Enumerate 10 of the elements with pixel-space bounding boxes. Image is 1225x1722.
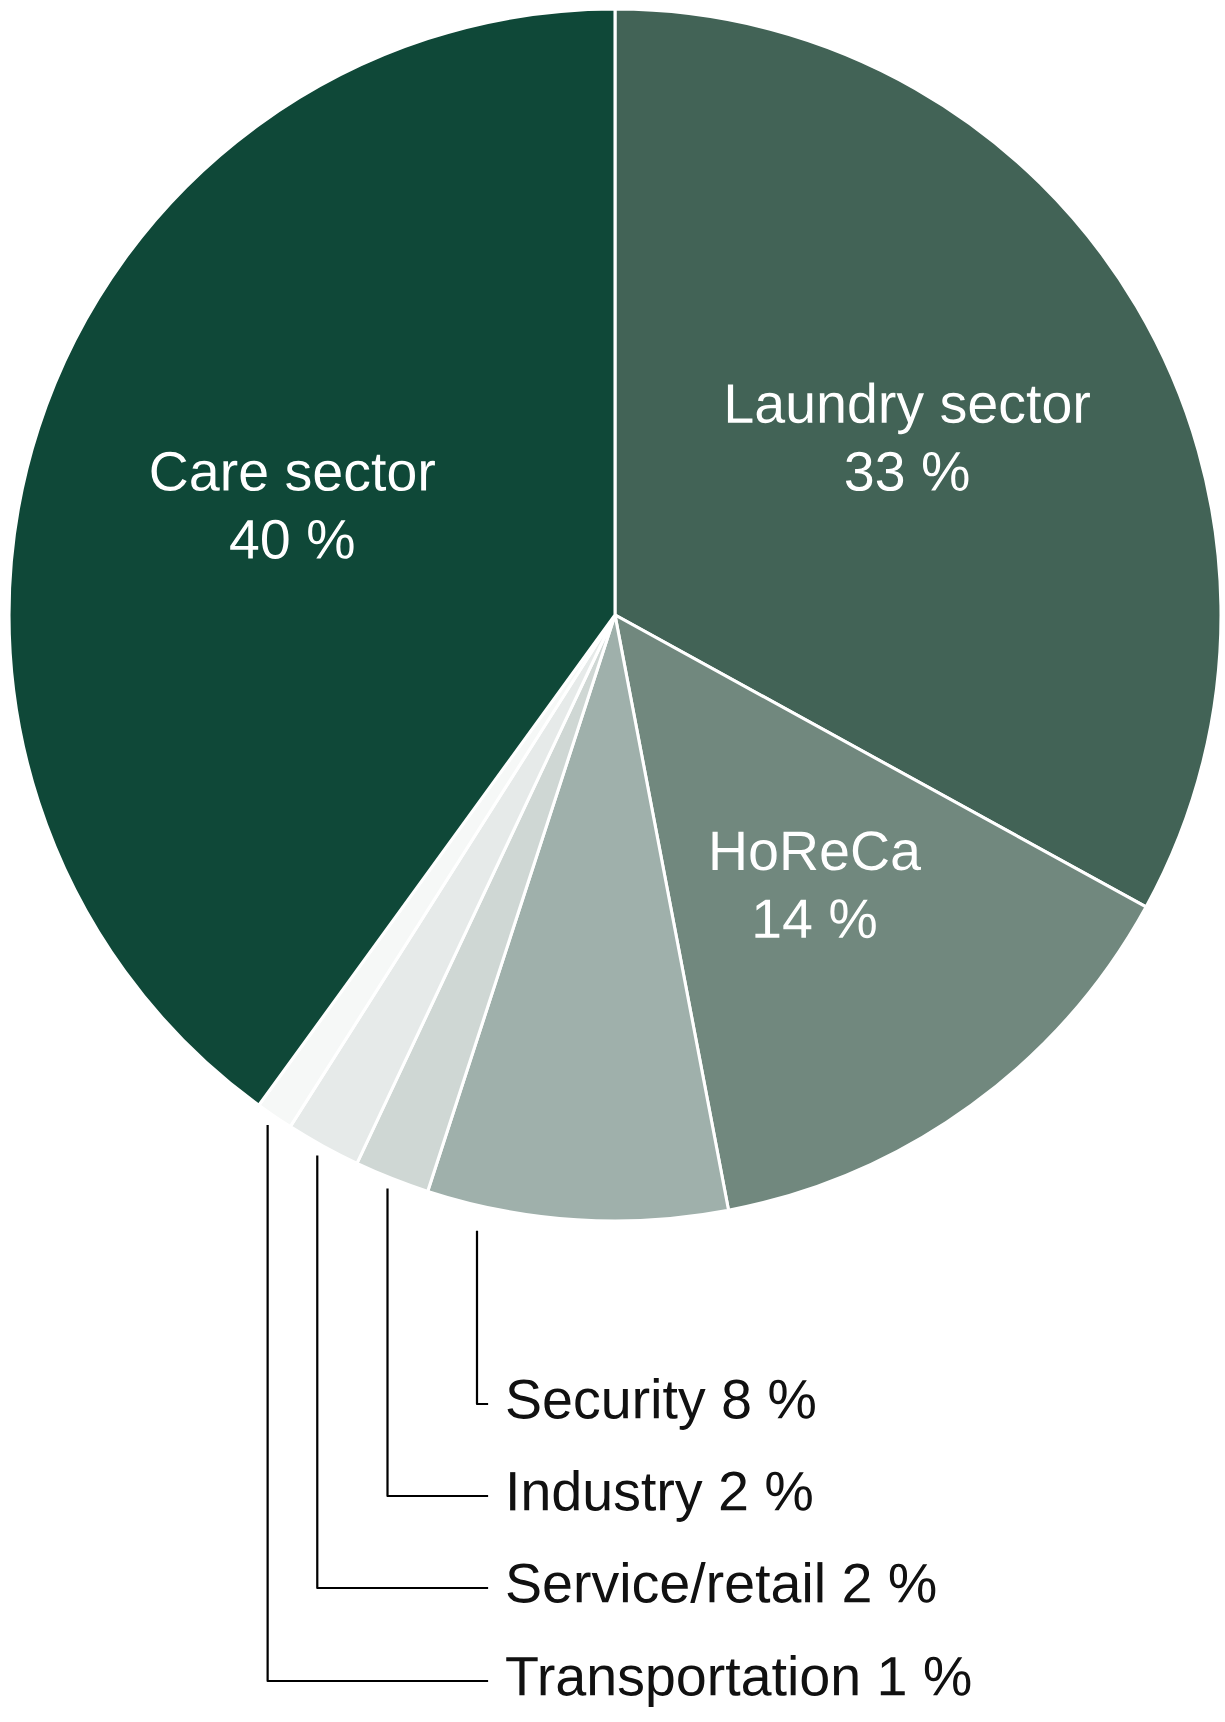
- slice-label: Care sector: [151, 451, 435, 492]
- slice-label: Laundry sector: [727, 382, 1090, 435]
- slice-label: Industry 2 %: [510, 1470, 812, 1522]
- slice-label: Service/retail 2 %: [507, 1562, 936, 1603]
- slice-label: Transportation 1 %: [506, 1655, 971, 1707]
- slice-label: HoReCa: [712, 831, 921, 871]
- data-label: 33 %: [845, 451, 969, 492]
- slice-label: Security 8 %: [507, 1378, 815, 1430]
- data-label: 14 %: [755, 899, 876, 939]
- data-label: 40 %: [230, 519, 354, 559]
